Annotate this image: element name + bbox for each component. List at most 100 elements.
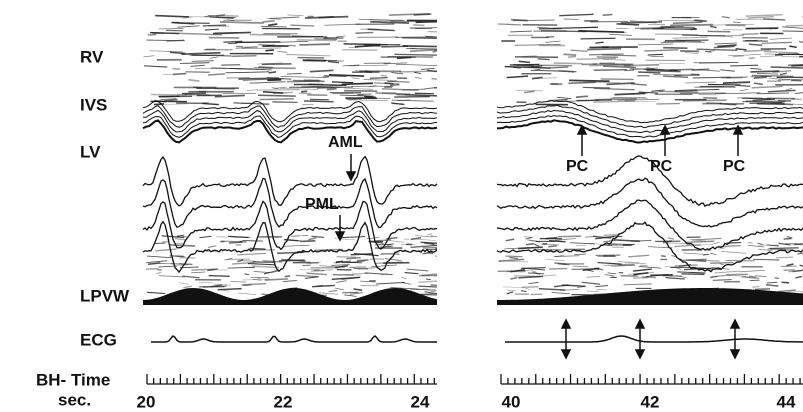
speckle: [252, 278, 262, 281]
speckle: [616, 23, 640, 26]
speckle: [311, 235, 325, 239]
speckle: [679, 258, 707, 261]
speckle: [658, 90, 699, 93]
speckle: [159, 275, 186, 278]
speckle: [611, 264, 634, 268]
label-ivs: IVS: [80, 95, 107, 114]
speckle: [750, 67, 762, 70]
speckle: [253, 66, 296, 70]
speckle: [712, 278, 732, 281]
speckle: [602, 264, 625, 267]
speckle: [607, 264, 635, 266]
valve-trace: [142, 220, 438, 274]
speckle: [360, 280, 376, 283]
speckle: [204, 28, 219, 31]
speckle: [203, 250, 224, 253]
time-label: 22: [274, 392, 293, 411]
speckle: [394, 95, 430, 98]
speckle: [518, 246, 543, 250]
speckle: [262, 91, 284, 94]
speckle: [164, 98, 178, 102]
speckle: [388, 13, 430, 16]
speckle: [161, 235, 185, 239]
speckle: [603, 233, 620, 236]
speckle: [623, 63, 660, 67]
speckle: [691, 243, 714, 247]
speckle: [319, 292, 339, 295]
ivs-trace: [142, 105, 438, 128]
speckle: [204, 16, 236, 18]
speckle: [294, 80, 325, 83]
speckle: [277, 251, 305, 255]
speckle: [223, 40, 243, 43]
speckle: [177, 25, 200, 28]
speckle: [412, 249, 426, 253]
speckle: [154, 99, 166, 103]
speckle: [506, 75, 529, 79]
speckle: [786, 263, 794, 267]
speckle: [548, 244, 557, 248]
speckle: [410, 244, 438, 249]
speckle: [663, 41, 705, 43]
speckle: [257, 94, 296, 97]
speckle: [795, 275, 803, 279]
speckle: [631, 239, 652, 242]
speckle: [574, 253, 587, 256]
ivs-trace: [142, 100, 438, 123]
speckle: [506, 291, 514, 295]
speckle: [742, 39, 758, 42]
speckle: [237, 259, 244, 263]
speckle: [759, 55, 783, 58]
speckle: [685, 81, 716, 84]
speckle: [174, 237, 186, 241]
speckle: [551, 291, 570, 295]
speckle: [720, 69, 735, 72]
speckle: [224, 257, 233, 261]
speckle: [799, 264, 803, 267]
speckle: [718, 244, 741, 248]
speckle: [786, 236, 793, 239]
speckle: [595, 284, 609, 288]
speckle: [585, 236, 598, 238]
speckle: [331, 81, 354, 84]
speckle: [632, 268, 652, 272]
arrows: [334, 124, 744, 360]
speckle: [602, 58, 626, 61]
ivs-trace: [142, 109, 438, 133]
speckle: [415, 20, 438, 24]
speckle: [774, 277, 780, 279]
speckle: [418, 280, 438, 284]
speckle: [422, 288, 429, 290]
lpvw-band: [143, 288, 437, 305]
speckle: [593, 87, 635, 91]
speckle: [638, 71, 661, 74]
speckle: [753, 258, 780, 261]
speckle: [672, 21, 703, 25]
speckle: [247, 262, 276, 266]
label-lv: LV: [80, 142, 101, 161]
speckle: [291, 235, 300, 237]
speckle: [741, 276, 760, 279]
speckle: [557, 96, 572, 100]
speckle: [242, 240, 263, 242]
speckle: [212, 31, 251, 35]
speckle: [230, 281, 247, 283]
speckle: [686, 240, 715, 244]
speckle: [178, 263, 193, 266]
speckle: [545, 40, 561, 43]
speckle: [505, 255, 523, 258]
speckle: [427, 233, 433, 236]
speckle: [261, 44, 275, 47]
speckle: [751, 85, 783, 89]
speckle: [725, 275, 755, 278]
speckle: [595, 41, 604, 44]
speckle: [260, 25, 287, 28]
ivs-trace: [142, 119, 438, 144]
speckle: [604, 274, 615, 277]
speckle: [382, 88, 419, 91]
speckle: [369, 85, 377, 88]
speckle: [682, 99, 727, 102]
speckle: [540, 30, 586, 33]
speckle: [156, 271, 162, 275]
